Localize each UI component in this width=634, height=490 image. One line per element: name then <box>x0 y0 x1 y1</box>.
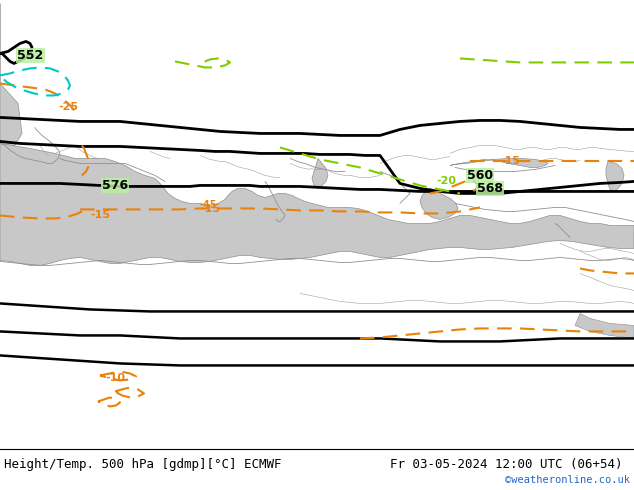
Polygon shape <box>606 161 624 192</box>
Polygon shape <box>575 314 634 339</box>
Polygon shape <box>0 144 634 266</box>
Text: ©weatheronline.co.uk: ©weatheronline.co.uk <box>505 475 630 485</box>
Text: -25: -25 <box>58 102 78 112</box>
Text: Fr 03-05-2024 12:00 UTC (06+54): Fr 03-05-2024 12:00 UTC (06+54) <box>390 459 623 471</box>
Text: -15: -15 <box>500 156 520 167</box>
Text: 568: 568 <box>477 182 503 195</box>
Text: -10: -10 <box>105 373 125 384</box>
Text: Height/Temp. 500 hPa [gdmp][°C] ECMWF: Height/Temp. 500 hPa [gdmp][°C] ECMWF <box>4 459 281 471</box>
Text: -45: -45 <box>199 200 217 210</box>
Text: -15: -15 <box>90 210 110 221</box>
Polygon shape <box>450 158 548 168</box>
Text: -20: -20 <box>436 176 456 186</box>
Text: 552: 552 <box>17 49 43 62</box>
Text: 560: 560 <box>467 169 493 182</box>
Polygon shape <box>420 189 458 220</box>
Text: -15: -15 <box>200 204 220 215</box>
Polygon shape <box>312 158 328 189</box>
Polygon shape <box>0 3 22 164</box>
Text: 576: 576 <box>102 179 128 192</box>
